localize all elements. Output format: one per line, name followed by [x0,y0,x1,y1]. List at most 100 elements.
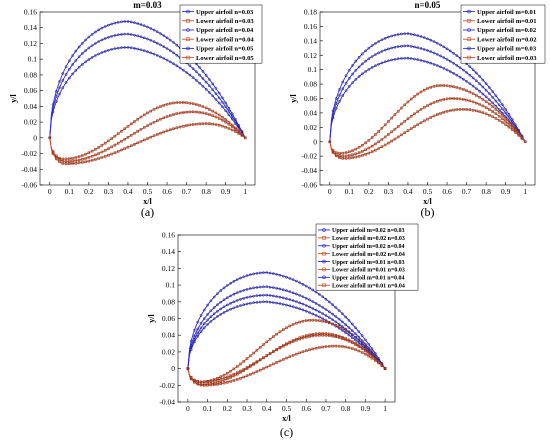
data-point [152,134,156,138]
data-point [324,297,328,301]
data-point [245,302,249,306]
data-point [452,85,455,88]
data-point [226,371,229,375]
data-point [202,322,206,326]
data-point [484,95,488,99]
data-point [396,125,400,128]
data-point [494,117,498,120]
data-point [475,101,478,105]
y-tick-label: 0.1 [166,281,176,290]
x-tick-label: 0 [48,187,52,196]
data-point [295,306,298,310]
x-tick-label: 0.3 [242,404,252,413]
data-point [416,58,420,62]
data-point [272,362,275,366]
data-point [262,271,265,275]
data-point [245,357,249,360]
data-point [239,369,242,373]
data-point [491,110,494,113]
y-tick-label: 0.06 [304,94,317,103]
data-point [354,147,358,151]
data-point [199,314,203,317]
y-axis-label: y/l [9,94,18,103]
y-tick-label: 0.16 [24,8,37,17]
data-point [204,112,208,115]
data-point [344,327,348,331]
data-point [351,149,354,152]
data-point [452,61,455,65]
y-tick-label: 0.18 [304,8,317,17]
data-point [436,84,439,88]
data-point [324,320,328,324]
data-point [94,54,97,57]
data-point [285,303,288,307]
data-point [201,69,205,73]
data-point [227,110,231,113]
data-point [255,360,259,363]
data-point [291,354,295,357]
data-point [298,301,301,305]
y-axis-label: y/l [147,314,156,323]
data-point [243,136,247,140]
data-point [387,133,390,136]
data-point [341,154,345,158]
data-point [265,271,269,274]
legend-entry: Lower airfoil n=0.04 [182,36,254,43]
data-point [497,111,501,114]
data-point [301,319,305,323]
data-point [393,137,397,141]
data-point [214,92,218,96]
data-point [324,334,328,337]
data-point [321,312,325,315]
data-point [321,295,325,299]
data-point [139,128,143,131]
data-point [255,370,259,373]
data-point [432,114,436,118]
data-point [149,38,153,42]
data-point [344,151,348,154]
data-point [222,381,226,385]
data-point [229,281,232,285]
data-point [278,330,282,334]
data-point [226,375,229,379]
data-point [90,154,94,158]
legend-entry: Lower airfoil m=0.02 [463,36,537,43]
data-point [100,38,104,42]
chart-panel-b: -0.06 -0.04 -0.02 0 0.02 0.04 0.06 0.08 0.1 0.12 0… [289,0,546,219]
data-point [100,150,104,154]
data-point [201,122,205,125]
data-point [504,117,507,120]
data-point [350,322,354,326]
data-point [116,46,120,50]
data-point [211,94,214,98]
data-point [142,138,146,142]
legend-entry: Upper airfoil m=0.02 [463,27,537,34]
data-point [413,125,416,128]
data-point [123,147,126,150]
data-point [331,318,334,322]
data-point [219,307,223,311]
data-point [71,159,74,163]
data-point [364,349,367,353]
data-point [272,335,275,338]
data-point [188,101,192,105]
data-point [201,105,205,108]
data-point [61,86,65,90]
data-point [133,47,136,50]
data-point [133,132,136,135]
data-point [100,26,104,30]
y-tick-label: 0.06 [162,314,175,323]
data-point [181,68,185,72]
data-point [406,56,410,60]
x-tick-label: 1 [523,187,527,196]
data-point [165,36,169,40]
data-point [84,160,87,164]
data-point [471,92,475,95]
data-point [314,334,318,337]
legend-label: Lower airfoil m=0.02 n=0.03 [332,236,405,242]
data-point [116,33,120,37]
x-tick-label: 0.8 [341,404,351,413]
data-point [198,73,201,77]
x-tick-label: 0.3 [384,187,394,196]
data-point [321,317,325,320]
